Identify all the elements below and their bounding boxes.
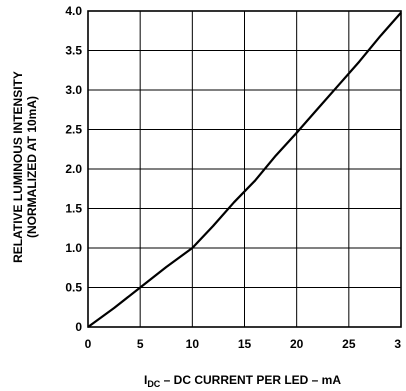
x-tick-label: 10 (186, 337, 200, 351)
x-axis-label-rest: – DC CURRENT PER LED – mA (160, 373, 341, 387)
x-axis-label: IDC – DC CURRENT PER LED – mA (144, 373, 341, 389)
y-tick-label: 4.0 (65, 4, 82, 18)
y-axis-label-line2: (NORMALIZED AT 10mA) (25, 96, 39, 238)
x-tick-label: 20 (290, 337, 304, 351)
y-tick-label: 1.0 (65, 241, 82, 255)
series-line (87, 11, 402, 328)
y-tick-label: 0.5 (65, 281, 82, 295)
x-tick-label: 15 (238, 337, 252, 351)
grid-lines (88, 11, 401, 327)
y-tick-label: 2.5 (65, 123, 82, 137)
series-group (87, 11, 402, 328)
x-axis-label-prefix: I (144, 373, 147, 387)
x-tick-label: 5 (137, 337, 144, 351)
x-axis-label-subscript: DC (147, 379, 160, 389)
y-tick-label: 3.0 (65, 83, 82, 97)
y-tick-label: 3.5 (65, 44, 82, 58)
x-tick-label: 3 (394, 337, 401, 351)
x-tick-label: 0 (85, 337, 92, 351)
y-tick-label: 1.5 (65, 202, 82, 216)
y-axis-label: RELATIVE LUMINOUS INTENSITY (NORMALIZED … (11, 71, 39, 263)
y-tick-label: 2.0 (65, 162, 82, 176)
y-tick-label: 0 (75, 320, 82, 334)
x-tick-labels: 0 5 10 15 20 25 3 (85, 337, 402, 351)
y-tick-labels: 0 0.5 1.0 1.5 2.0 2.5 3.0 3.5 4.0 (65, 4, 82, 334)
plot-frame (87, 10, 402, 328)
x-tick-label: 25 (342, 337, 356, 351)
y-axis-label-line1: RELATIVE LUMINOUS INTENSITY (11, 71, 25, 263)
